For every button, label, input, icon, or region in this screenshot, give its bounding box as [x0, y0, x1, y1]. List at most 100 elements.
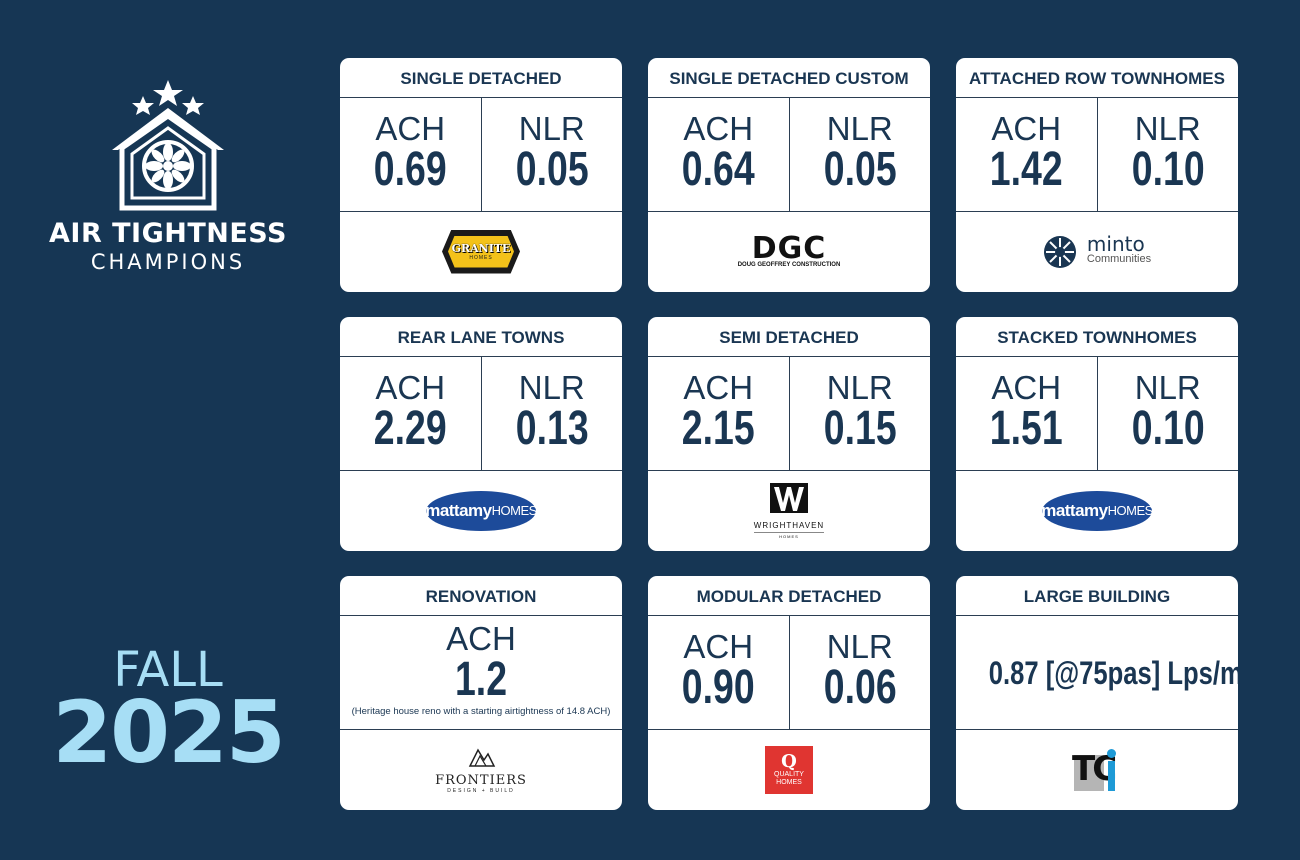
tci-box [1074, 754, 1104, 791]
nlr-value: 0.15 [823, 402, 897, 455]
ach-value: 0.69 [373, 143, 447, 196]
metrics-row: ACH 0.90 NLR 0.06 [648, 616, 930, 730]
nlr-metric: NLR 0.13 [480, 357, 623, 470]
builder-name: GRANITE [451, 242, 511, 255]
card-renovation: RENOVATION ACH 1.2 (Heritage house reno … [340, 576, 622, 810]
ach-label: ACH [683, 628, 754, 665]
nlr-label: NLR [826, 110, 893, 147]
nlr-value: 0.10 [1131, 402, 1205, 455]
builder-logo-area: Q QUALITY HOMES [648, 730, 930, 809]
nlr-label: NLR [1134, 110, 1201, 147]
nlr-metric: NLR 0.10 [1096, 357, 1239, 470]
card-single-detached-custom: SINGLE DETACHED CUSTOM ACH 0.64 NLR 0.05… [648, 58, 930, 292]
card-title: MODULAR DETACHED [648, 576, 930, 616]
builder-logo-area: mattamy HOMES [340, 471, 622, 550]
season-name: FALL [113, 642, 223, 698]
season-year: 2025 [52, 683, 285, 783]
ach-value: 0.90 [681, 661, 755, 714]
nlr-metric: NLR 0.05 [480, 98, 623, 211]
builder-sub: HOMES [1107, 503, 1154, 518]
builder-logo-area: WRIGHTHAVEN HOMES [648, 471, 930, 550]
builder-sub: DOUG GEOFFREY CONSTRUCTION [737, 261, 841, 268]
lps-value: 0.87 [@75pas] Lps/m [988, 654, 1238, 691]
builder-logo-area: TC [956, 730, 1238, 809]
granite-homes-logo: GRANITE HOMES [442, 229, 520, 274]
card-attached-row-townhomes: ATTACHED ROW TOWNHOMES ACH 1.42 NLR 0.10 [956, 58, 1238, 292]
nlr-value: 0.06 [823, 661, 897, 714]
card-title: LARGE BUILDING [956, 576, 1238, 616]
tci-i-bar [1108, 760, 1115, 791]
frontiers-mark-icon [468, 747, 496, 767]
nlr-value: 0.05 [823, 143, 897, 196]
nlr-label: NLR [1134, 369, 1201, 406]
branding-panel: AIR TIGHTNESS CHAMPIONS FALL 2025 [0, 0, 340, 860]
card-semi-detached: SEMI DETACHED ACH 2.15 NLR 0.15 WRIGHTHA… [648, 317, 930, 551]
ach-metric: ACH 1.2 (Heritage house reno with a star… [340, 616, 622, 729]
nlr-label: NLR [518, 369, 585, 406]
metrics-row: 0.87 [@75pas] Lps/m2 [956, 616, 1238, 730]
metrics-row: ACH 2.29 NLR 0.13 [340, 357, 622, 471]
nlr-label: NLR [518, 110, 585, 147]
metrics-row: ACH 1.42 NLR 0.10 [956, 98, 1238, 212]
nlr-value: 0.05 [515, 143, 589, 196]
house-fan-stars-icon [112, 80, 224, 211]
card-modular-detached: MODULAR DETACHED ACH 0.90 NLR 0.06 Q QUA… [648, 576, 930, 810]
card-stacked-townhomes: STACKED TOWNHOMES ACH 1.51 NLR 0.10 matt… [956, 317, 1238, 551]
ach-metric: ACH 2.15 [648, 357, 789, 470]
card-title: SINGLE DETACHED CUSTOM [648, 58, 930, 98]
card-title: SEMI DETACHED [648, 317, 930, 357]
ach-value: 2.15 [681, 402, 755, 455]
metrics-row: ACH 1.51 NLR 0.10 [956, 357, 1238, 471]
builder-logo-area: FRONTIERS DESIGN + BUILD [340, 730, 622, 809]
nlr-value: 0.13 [515, 402, 589, 455]
wrighthaven-homes-logo: WRIGHTHAVEN HOMES [753, 482, 825, 539]
ach-label: ACH [683, 369, 754, 406]
metrics-row: ACH 0.64 NLR 0.05 [648, 98, 930, 212]
builder-sub: HOMES [491, 503, 538, 518]
card-title: SINGLE DETACHED [340, 58, 622, 98]
minto-mark-icon [1043, 235, 1076, 268]
nlr-value: 0.10 [1131, 143, 1205, 196]
ach-label: ACH [375, 369, 446, 406]
builder-sub: HOMES [469, 255, 493, 261]
builder-logo-area: minto Communities [956, 212, 1238, 291]
mattamy-homes-logo: mattamy HOMES [1041, 490, 1154, 531]
ach-value: 2.29 [373, 402, 447, 455]
ach-metric: ACH 0.69 [340, 98, 481, 211]
large-building-value: 0.87 [@75pas] Lps/m2 [956, 616, 1238, 729]
nlr-label: NLR [826, 628, 893, 665]
ach-metric: ACH 1.51 [956, 357, 1097, 470]
card-single-detached: SINGLE DETACHED ACH 0.69 NLR 0.05 GRANIT… [340, 58, 622, 292]
builder-name: Q [781, 750, 797, 772]
mattamy-homes-logo: mattamy HOMES [425, 490, 538, 531]
nlr-label: NLR [826, 369, 893, 406]
builder-logo-area: DGC DOUG GEOFFREY CONSTRUCTION [648, 212, 930, 291]
ach-metric: ACH 0.64 [648, 98, 789, 211]
card-large-building: LARGE BUILDING 0.87 [@75pas] Lps/m2 TC [956, 576, 1238, 810]
nlr-metric: NLR 0.05 [788, 98, 931, 211]
ach-value: 1.42 [989, 143, 1063, 196]
builder-name: FRONTIERS [435, 772, 527, 788]
brand-subtitle: CHAMPIONS [90, 250, 246, 274]
builder-name: WRIGHTHAVEN [753, 520, 825, 530]
builder-logo-area: GRANITE HOMES [340, 212, 622, 291]
metrics-row: ACH 1.2 (Heritage house reno with a star… [340, 616, 622, 730]
card-title: ATTACHED ROW TOWNHOMES [956, 58, 1238, 98]
tci-dot [1107, 748, 1116, 758]
brand-title: AIR TIGHTNESS [49, 218, 287, 249]
nlr-metric: NLR 0.06 [788, 616, 931, 729]
builder-sub: Communities [1086, 252, 1152, 265]
builder-name: DGC [751, 230, 827, 266]
nlr-metric: NLR 0.10 [1096, 98, 1239, 211]
builder-logo-area: mattamy HOMES [956, 471, 1238, 550]
dgc-logo: DGC DOUG GEOFFREY CONSTRUCTION [737, 230, 841, 268]
ach-label: ACH [991, 110, 1062, 147]
builder-sub: DESIGN + BUILD [447, 787, 515, 794]
quality-homes-logo: Q QUALITY HOMES [765, 745, 813, 794]
card-title: STACKED TOWNHOMES [956, 317, 1238, 357]
builder-sub: QUALITY HOMES [774, 770, 804, 786]
ach-label: ACH [991, 369, 1062, 406]
card-title: REAR LANE TOWNS [340, 317, 622, 357]
builder-name: mattamy [425, 500, 492, 520]
ach-value: 1.51 [989, 402, 1063, 455]
